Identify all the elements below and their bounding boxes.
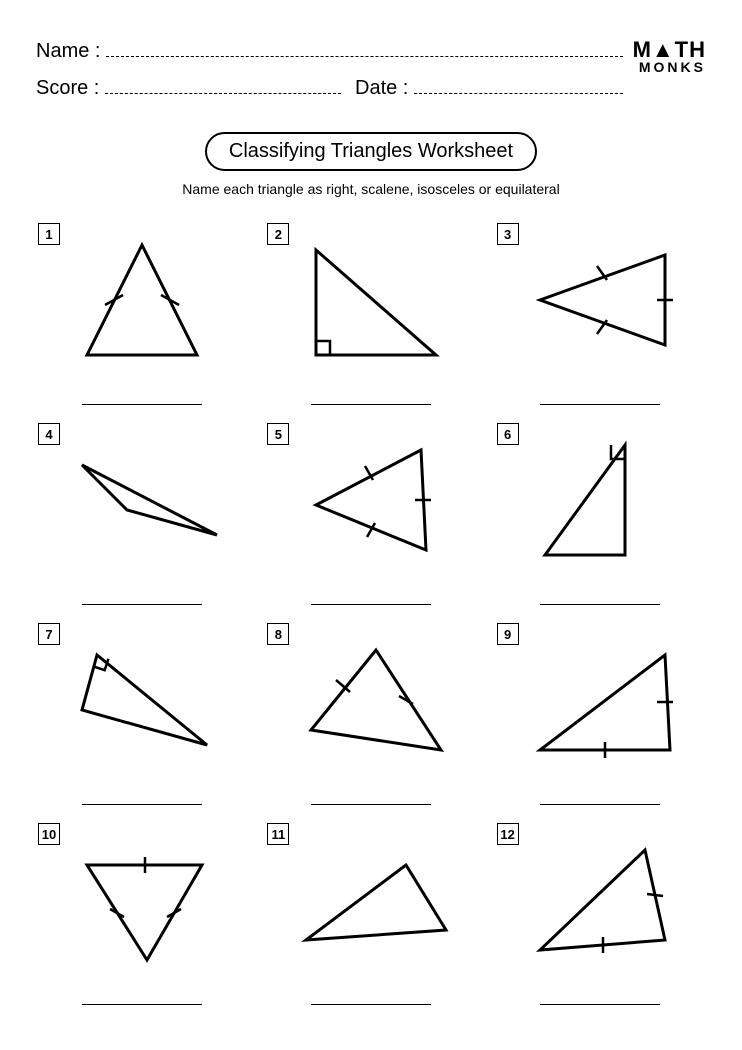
answer-blank[interactable]: [311, 604, 431, 605]
answer-blank[interactable]: [540, 404, 660, 405]
problem-cell: 4: [36, 419, 247, 609]
problem-cell: 8: [265, 619, 476, 809]
answer-blank[interactable]: [82, 404, 202, 405]
problem-cell: 11: [265, 819, 476, 1009]
answer-blank[interactable]: [540, 804, 660, 805]
answer-blank[interactable]: [311, 404, 431, 405]
problem-cell: 7: [36, 619, 247, 809]
problem-cell: 12: [495, 819, 706, 1009]
answer-blank[interactable]: [82, 804, 202, 805]
score-blank[interactable]: [105, 93, 341, 94]
worksheet-subtitle: Name each triangle as right, scalene, is…: [36, 181, 706, 197]
problem-cell: 5: [265, 419, 476, 609]
triangle-figure: [265, 619, 476, 781]
header: Name : Score : Date : M▲TH MONKS: [36, 40, 706, 114]
name-blank[interactable]: [106, 56, 622, 57]
answer-blank[interactable]: [82, 1004, 202, 1005]
problem-cell: 2: [265, 219, 476, 409]
problem-cell: 3: [495, 219, 706, 409]
problem-cell: 10: [36, 819, 247, 1009]
problem-cell: 6: [495, 419, 706, 609]
triangle-figure: [265, 219, 476, 381]
score-field[interactable]: Score :: [36, 77, 341, 100]
date-blank[interactable]: [414, 93, 622, 94]
triangle-figure: [36, 819, 247, 981]
title-area: Classifying Triangles Worksheet Name eac…: [36, 132, 706, 197]
triangle-figure: [495, 219, 706, 381]
answer-blank[interactable]: [540, 1004, 660, 1005]
triangle-figure: [265, 419, 476, 581]
name-field[interactable]: Name :: [36, 40, 623, 63]
triangle-figure: [495, 819, 706, 981]
name-label: Name :: [36, 40, 100, 63]
answer-blank[interactable]: [311, 1004, 431, 1005]
answer-blank[interactable]: [540, 604, 660, 605]
score-label: Score :: [36, 77, 99, 100]
triangle-figure: [495, 619, 706, 781]
problem-grid: 123456789101112: [36, 219, 706, 1009]
triangle-figure: [265, 819, 476, 981]
triangle-figure: [36, 419, 247, 581]
logo: M▲TH MONKS: [633, 40, 706, 74]
answer-blank[interactable]: [82, 604, 202, 605]
date-label: Date :: [355, 77, 408, 100]
problem-cell: 1: [36, 219, 247, 409]
triangle-figure: [36, 619, 247, 781]
worksheet-title: Classifying Triangles Worksheet: [205, 132, 537, 171]
answer-blank[interactable]: [311, 804, 431, 805]
problem-cell: 9: [495, 619, 706, 809]
logo-bottom: MONKS: [633, 61, 706, 74]
logo-top: M▲TH: [633, 40, 706, 61]
triangle-figure: [36, 219, 247, 381]
date-field[interactable]: Date :: [355, 77, 623, 100]
header-fields: Name : Score : Date :: [36, 40, 623, 114]
triangle-figure: [495, 419, 706, 581]
